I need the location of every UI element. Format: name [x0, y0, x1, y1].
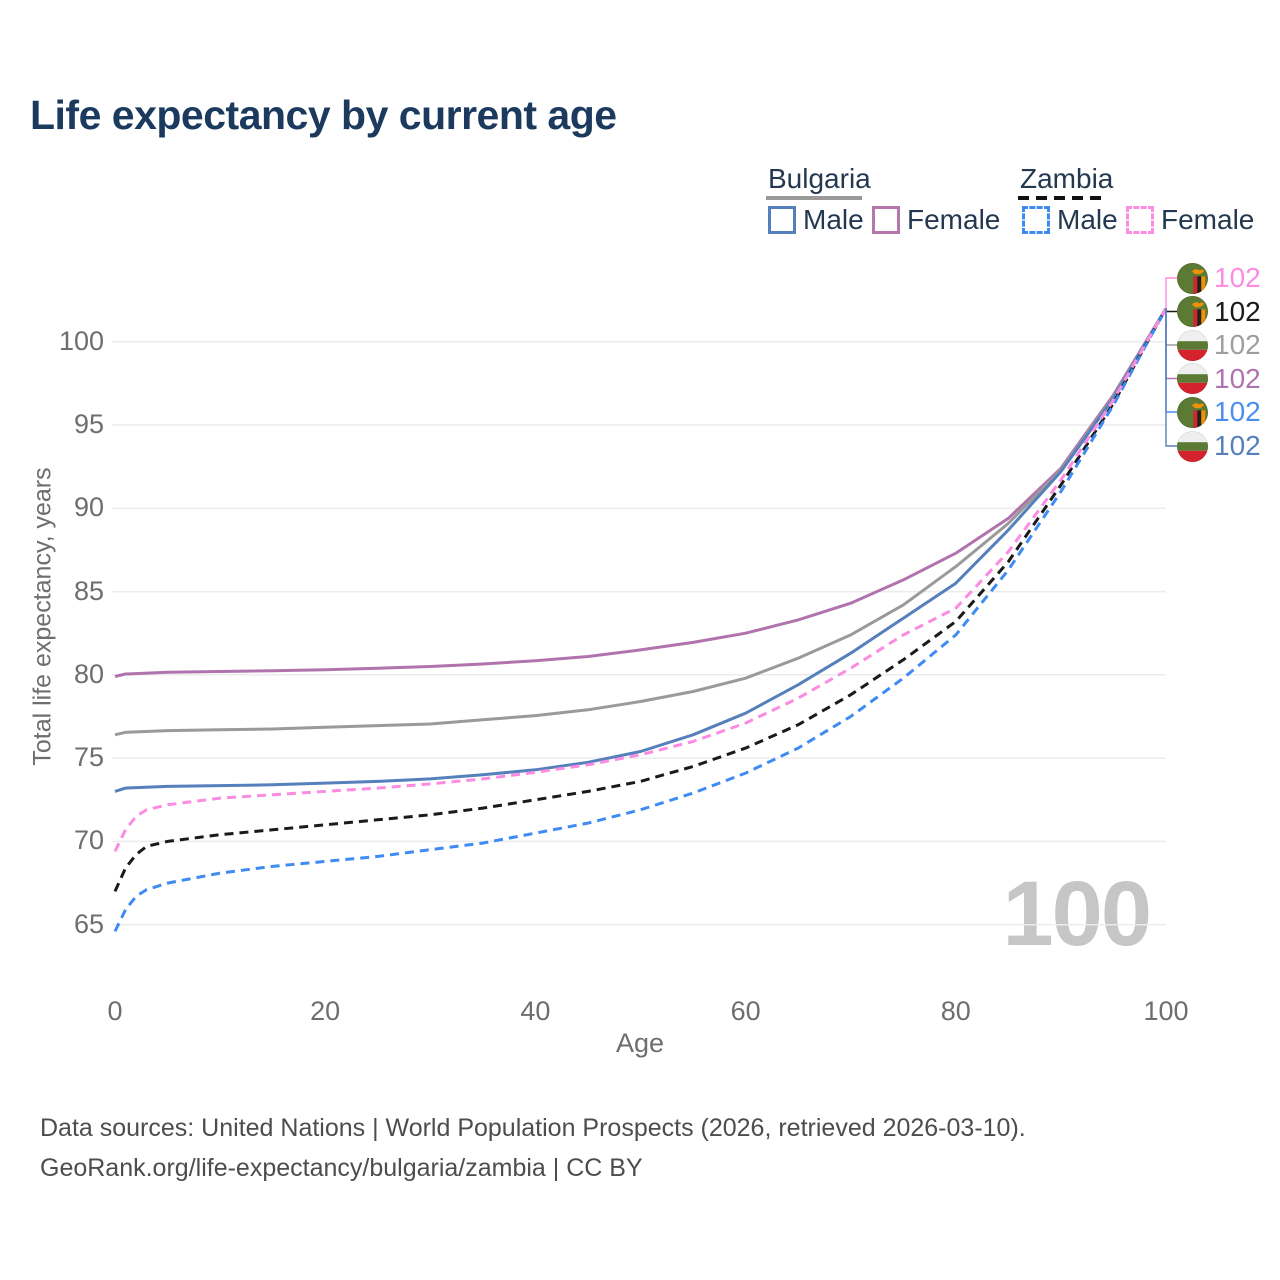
bulgaria-flag-icon: [1177, 430, 1208, 462]
series-line-zambia-female[interactable]: [113, 307, 1168, 853]
y-tick-label: 80: [73, 658, 104, 689]
y-tick-label: 70: [73, 825, 104, 856]
bulgaria-flag-icon: [1177, 329, 1208, 361]
female-solid-swatch-icon: [872, 206, 900, 234]
y-tick-label: 85: [73, 575, 104, 606]
end-label-connector: [1165, 308, 1177, 447]
zambia-flag-icon: [1177, 262, 1208, 294]
male-solid-swatch-icon: [768, 206, 796, 234]
male-dashed-swatch-icon: [1022, 206, 1050, 234]
end-label-zambia-male[interactable]: 102: [1177, 396, 1261, 428]
end-label-bulgaria-male[interactable]: 102: [1177, 430, 1261, 462]
legend-item-bulgaria-male[interactable]: Male: [768, 204, 864, 236]
zambia-flag-icon: [1177, 296, 1208, 327]
legend-zambia-line-sample: [1018, 196, 1108, 200]
y-tick-label: 65: [73, 908, 104, 939]
series-line-bulgaria[interactable]: [114, 307, 1168, 737]
y-tick-label: 75: [73, 742, 104, 773]
y-tick-label: 95: [73, 408, 104, 439]
end-value: 102: [1214, 362, 1261, 394]
series-line-zambia-male[interactable]: [113, 307, 1168, 933]
x-tick-label: 40: [520, 996, 551, 1026]
female-dashed-swatch-icon: [1126, 206, 1154, 234]
end-value: 102: [1214, 262, 1261, 293]
y-tick-label: 100: [58, 325, 104, 356]
y-tick-label: 90: [73, 492, 104, 523]
end-value: 102: [1214, 430, 1261, 461]
series-line-bulgaria-male[interactable]: [114, 307, 1168, 793]
end-label-connector: [1165, 308, 1177, 346]
source-line-1: Data sources: United Nations | World Pop…: [40, 1114, 1026, 1142]
x-tick-label: 60: [730, 996, 761, 1026]
end-label-connector: [1165, 308, 1177, 313]
legend-bulgaria-line-sample: [766, 196, 862, 200]
page-title: Life expectancy by current age: [30, 92, 617, 138]
end-label-connector: [1165, 308, 1177, 380]
legend-item-bulgaria-female[interactable]: Female: [872, 204, 1000, 236]
end-label-bulgaria[interactable]: 102: [1177, 329, 1261, 361]
end-value: 102: [1214, 396, 1261, 427]
legend-group-bulgaria[interactable]: Bulgaria: [768, 163, 871, 194]
legend-item-zambia-female[interactable]: Female: [1126, 204, 1254, 236]
end-label-connector: [1165, 308, 1177, 413]
x-tick-label: 20: [310, 996, 341, 1026]
legend-group-zambia[interactable]: Zambia: [1020, 163, 1114, 194]
end-label-zambia-female[interactable]: 102: [1177, 262, 1261, 294]
series-line-bulgaria-female[interactable]: [114, 307, 1168, 678]
zambia-flag-icon: [1177, 396, 1208, 428]
x-tick-label: 0: [107, 996, 123, 1026]
series-line-zambia[interactable]: [113, 307, 1168, 893]
x-tick-label: 80: [940, 996, 971, 1026]
end-label-zambia[interactable]: 102: [1177, 296, 1261, 328]
source-note: Data sources: United Nations | World Pop…: [40, 1108, 1026, 1188]
current-age-watermark: 100: [1002, 863, 1152, 965]
source-line-2: GeoRank.org/life-expectancy/bulgaria/zam…: [40, 1154, 643, 1182]
end-value: 102: [1214, 329, 1261, 360]
end-value: 102: [1214, 295, 1261, 327]
end-label-connector: [1165, 277, 1177, 309]
x-axis-title: Age: [615, 1028, 665, 1058]
legend-item-zambia-male[interactable]: Male: [1022, 204, 1118, 236]
end-label-bulgaria-female[interactable]: 102: [1177, 363, 1261, 395]
x-tick-label: 100: [1143, 996, 1189, 1026]
bulgaria-flag-icon: [1177, 363, 1208, 394]
line-chart[interactable]: [0, 0, 1280, 1080]
